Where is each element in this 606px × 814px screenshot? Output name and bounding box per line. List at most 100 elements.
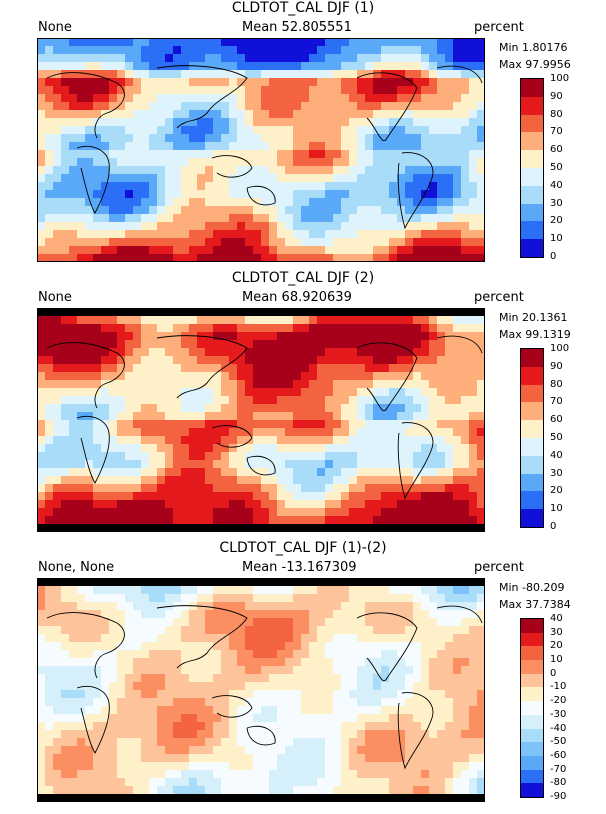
map-cell xyxy=(69,150,78,159)
map-cell xyxy=(413,372,422,381)
map-cell xyxy=(397,46,406,55)
map-cell xyxy=(237,722,246,731)
map-cell xyxy=(45,238,54,247)
map-cell xyxy=(277,730,286,739)
map-cell xyxy=(469,508,478,517)
map-cell xyxy=(181,714,190,723)
map-cell xyxy=(277,222,286,231)
map-cell xyxy=(245,222,254,231)
map-cell xyxy=(141,460,150,469)
map-cell xyxy=(365,182,374,191)
map-cell xyxy=(141,198,150,207)
map-cell xyxy=(133,626,142,635)
map-cell xyxy=(237,602,246,611)
map-cell xyxy=(221,634,230,643)
map-cell xyxy=(341,110,350,119)
map-cell xyxy=(477,428,485,437)
map-cell xyxy=(45,770,54,779)
map-cell xyxy=(269,650,278,659)
map-cell xyxy=(429,150,438,159)
map-cell xyxy=(229,500,238,509)
map-cell xyxy=(445,94,454,103)
map-cell xyxy=(149,166,158,175)
map-cell xyxy=(365,102,374,111)
map-cell xyxy=(429,222,438,231)
map-cell xyxy=(309,762,318,771)
map-cell xyxy=(341,738,350,747)
colorbar-tick-label: 40 xyxy=(550,449,563,461)
map-cell xyxy=(45,452,54,461)
map-cell xyxy=(381,316,390,325)
map-cell xyxy=(229,134,238,143)
map-cell xyxy=(237,468,246,477)
map-cell xyxy=(125,706,134,715)
map-cell xyxy=(365,316,374,325)
map-cell xyxy=(205,682,214,691)
map-cell xyxy=(445,634,454,643)
map-cell xyxy=(133,634,142,643)
map-cell xyxy=(309,492,318,501)
map-cell xyxy=(365,722,374,731)
map-cell xyxy=(389,508,398,517)
map-cell xyxy=(93,388,102,397)
map-cell xyxy=(53,54,62,63)
map-cell xyxy=(173,78,182,87)
map-cell xyxy=(245,254,254,262)
map-cell xyxy=(437,174,446,183)
map-cell xyxy=(269,316,278,325)
map-cell xyxy=(197,484,206,493)
map-cell xyxy=(365,714,374,723)
map-cell xyxy=(469,134,478,143)
map-cell xyxy=(405,94,414,103)
map-cell xyxy=(317,698,326,707)
map-cell xyxy=(189,166,198,175)
map-cell xyxy=(141,396,150,405)
map-cell xyxy=(133,682,142,691)
map-cell xyxy=(101,190,110,199)
map-cell xyxy=(85,372,94,381)
map-cell xyxy=(253,650,262,659)
map-cell xyxy=(333,38,342,47)
map-cell xyxy=(397,682,406,691)
map-cell xyxy=(429,770,438,779)
map-cell xyxy=(93,516,102,525)
map-cell xyxy=(181,372,190,381)
map-cell xyxy=(269,158,278,167)
map-cell xyxy=(413,340,422,349)
map-cell xyxy=(285,222,294,231)
map-cell xyxy=(389,62,398,71)
map-cell xyxy=(117,364,126,373)
map-cell xyxy=(189,682,198,691)
map-frame xyxy=(37,308,485,532)
map-cell xyxy=(117,634,126,643)
map-cell xyxy=(37,618,46,627)
map-cell xyxy=(93,206,102,215)
colorbar-segment xyxy=(521,402,543,421)
map-cell xyxy=(69,62,78,71)
map-cell xyxy=(421,118,430,127)
map-cell xyxy=(357,142,366,151)
map-cell xyxy=(141,70,150,79)
map-cell xyxy=(309,86,318,95)
map-cell xyxy=(261,468,270,477)
map-cell xyxy=(165,134,174,143)
map-cell xyxy=(253,94,262,103)
map-cell xyxy=(101,356,110,365)
map-cell xyxy=(237,610,246,619)
map-cell xyxy=(453,86,462,95)
map-cell xyxy=(357,762,366,771)
map-cell xyxy=(317,142,326,151)
map-cell xyxy=(341,634,350,643)
map-cell xyxy=(317,500,326,509)
map-cell xyxy=(253,460,262,469)
panel-title: CLDTOT_CAL DJF (2) xyxy=(231,270,375,286)
map-cell xyxy=(157,46,166,55)
map-cell xyxy=(389,682,398,691)
map-cell xyxy=(269,356,278,365)
map-cell xyxy=(165,428,174,437)
colorbar-segment xyxy=(521,420,543,439)
colorbar-tick-label: -70 xyxy=(550,763,567,775)
map-cell xyxy=(149,508,158,517)
map-cell xyxy=(149,476,158,485)
map-cell xyxy=(181,356,190,365)
